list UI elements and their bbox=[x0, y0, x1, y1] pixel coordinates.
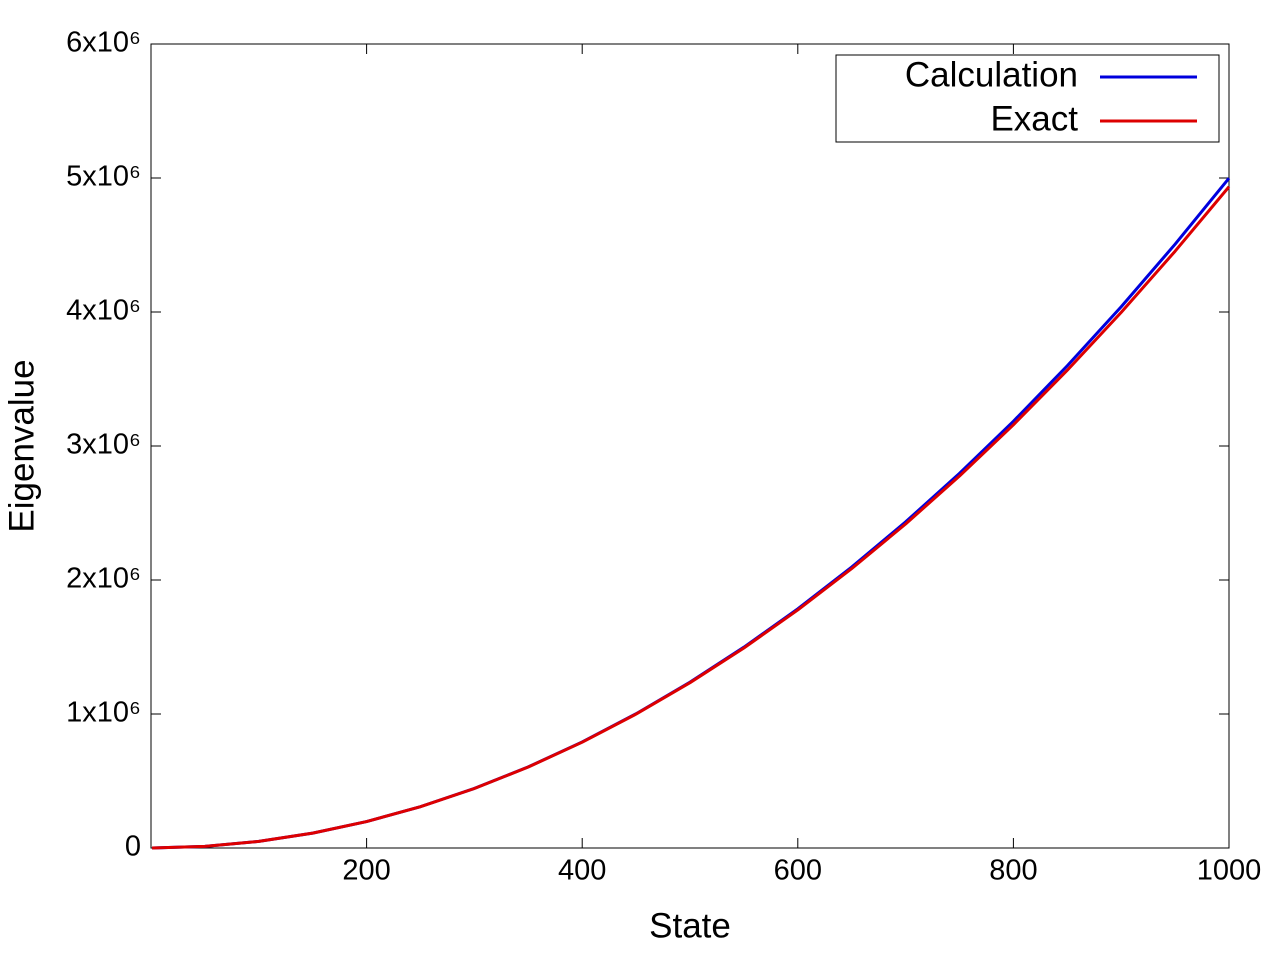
x-tick-label: 1000 bbox=[1197, 855, 1262, 887]
legend-box bbox=[835, 54, 1220, 143]
y-tick-label: 5x10⁶ bbox=[66, 161, 141, 193]
x-axis-title: State bbox=[649, 906, 731, 945]
series-line bbox=[152, 185, 1231, 850]
plot-frame bbox=[150, 43, 1230, 849]
y-axis-title: Eigenvalue bbox=[2, 359, 41, 532]
x-tick-label: 400 bbox=[558, 855, 606, 887]
y-tick-label: 3x10⁶ bbox=[66, 429, 141, 461]
x-tick-label: 800 bbox=[989, 855, 1037, 887]
y-tick-label: 4x10⁶ bbox=[66, 295, 141, 327]
legend-label: Exact bbox=[990, 99, 1078, 138]
x-tick-label: 600 bbox=[774, 855, 822, 887]
y-tick-label: 1x10⁶ bbox=[66, 697, 141, 729]
y-tick-label: 2x10⁶ bbox=[66, 563, 141, 595]
y-tick-label: 0 bbox=[125, 831, 141, 863]
y-tick-label: 6x10⁶ bbox=[66, 27, 141, 59]
x-tick-label: 200 bbox=[342, 855, 390, 887]
legend-label: Calculation bbox=[905, 55, 1078, 94]
